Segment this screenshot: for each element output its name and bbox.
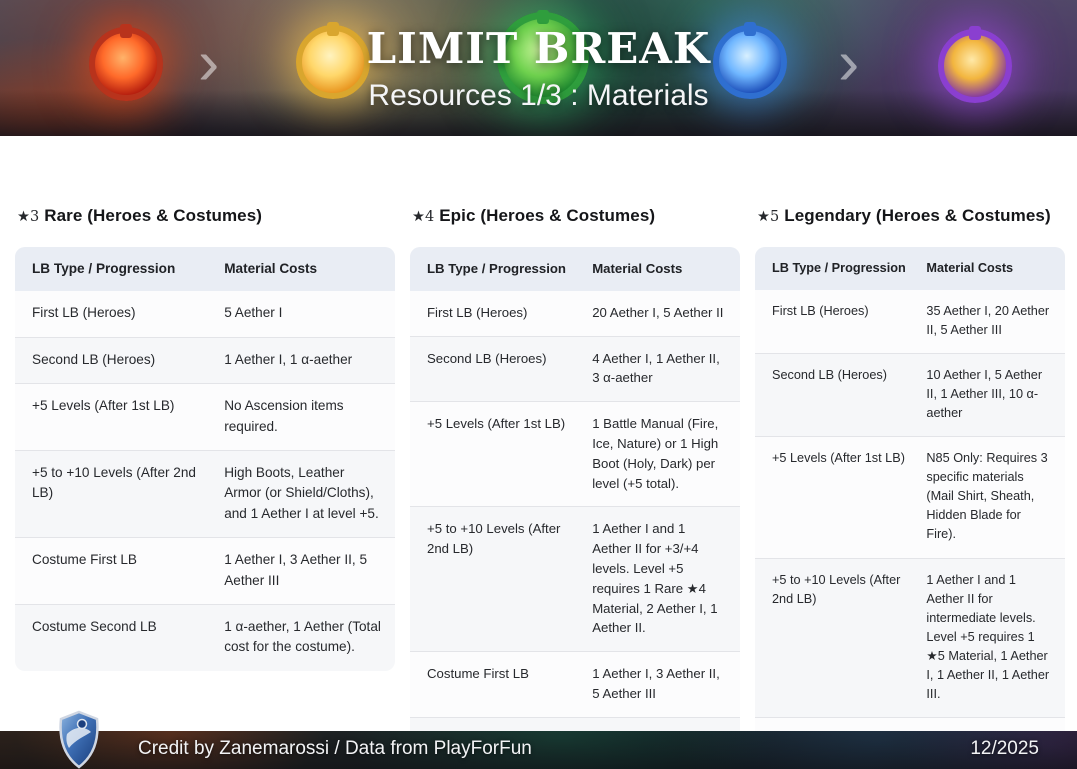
credit-text: Credit by Zanemarossi / Data from PlayFo… xyxy=(138,738,532,759)
table-row: +5 to +10 Levels (After 2nd LB) 1 Aether … xyxy=(755,557,1065,717)
material-cost-cell: High Boots, Leather Armor (or Shield/Clo… xyxy=(224,464,379,521)
material-cost-cell: N85 Only: Requires 3 specific materials … xyxy=(926,451,1048,542)
column-header-material-cost: Material Costs xyxy=(926,261,1014,275)
section-rare: ★3 Rare (Heroes & Costumes) LB Type / Pro… xyxy=(15,199,395,671)
table-row: First LB (Heroes) 35 Aether I, 20 Aether … xyxy=(755,290,1065,354)
table-row: +5 to +10 Levels (After 2nd LB) High Boot… xyxy=(15,449,395,538)
material-cost-cell: 1 Aether I and 1 Aether II for +3/+4 lev… xyxy=(592,521,718,636)
column-header-lb-type: LB Type / Progression xyxy=(32,261,176,276)
lb-type-cell: +5 Levels (After 1st LB) xyxy=(772,451,905,466)
lb-type-cell: +5 Levels (After 1st LB) xyxy=(32,398,175,414)
material-cost-cell: No Ascension items required. xyxy=(224,398,344,434)
nature-orb-icon xyxy=(497,10,589,104)
section-title: ★3 Rare (Heroes & Costumes) xyxy=(17,206,395,226)
material-cost-cell: 1 Aether I, 1 α-aether xyxy=(224,351,353,367)
lb-type-cell: First LB (Heroes) xyxy=(32,305,136,321)
table-row: First LB (Heroes) 5 Aether I xyxy=(15,291,395,337)
lb-type-cell: Second LB (Heroes) xyxy=(32,351,156,367)
footer-banner xyxy=(0,731,1077,769)
flask-neck xyxy=(744,22,756,36)
column-header-material-cost: Material Costs xyxy=(592,261,683,276)
page-subtitle: Resources 1/3 : Materials xyxy=(368,79,709,112)
table-row: +5 Levels (After 1st LB) N85 Only: Requir… xyxy=(755,436,1065,558)
section-epic: ★4 Epic (Heroes & Costumes) LB Type / Pro… xyxy=(410,199,740,769)
table-body: First LB (Heroes) 35 Aether I, 20 Aether … xyxy=(755,290,1065,769)
holy-orb-icon xyxy=(296,22,370,99)
lb-type-cell: +5 to +10 Levels (After 2nd LB) xyxy=(772,572,901,606)
materials-table: LB Type / Progression Material Costs Fir… xyxy=(410,247,740,769)
table-row: Second LB (Heroes) 1 Aether I, 1 α-aether xyxy=(15,336,395,384)
material-cost-cell: 20 Aether I, 5 Aether II xyxy=(592,304,724,320)
table-body: First LB (Heroes) 5 Aether I Second LB (He… xyxy=(15,291,395,671)
table-row: Second LB (Heroes) 10 Aether I, 5 Aether … xyxy=(755,353,1065,437)
material-cost-cell: 4 Aether I, 1 Aether II, 3 α-aether xyxy=(592,350,720,386)
lb-type-cell: +5 to +10 Levels (After 2nd LB) xyxy=(427,521,561,557)
column-header-material-cost: Material Costs xyxy=(224,261,318,276)
material-cost-cell: 1 Battle Manual (Fire, Ice, Nature) or 1… xyxy=(592,416,719,491)
section-title: ★4 Epic (Heroes & Costumes) xyxy=(412,206,740,226)
column-header-lb-type: LB Type / Progression xyxy=(772,261,906,275)
shield-seahorse-logo-icon xyxy=(59,710,99,769)
material-cost-cell: 1 Aether I and 1 Aether II for intermedi… xyxy=(926,572,1050,701)
flask-neck xyxy=(537,10,549,24)
lb-type-cell: Second LB (Heroes) xyxy=(772,368,887,383)
table-row: First LB (Heroes) 20 Aether I, 5 Aether I… xyxy=(410,290,740,336)
section-legendary: ★5 Legendary (Heroes & Costumes) LB Type … xyxy=(755,199,1065,769)
material-cost-cell: 1 α-aether, 1 Aether (Total cost for the… xyxy=(224,618,381,655)
table-header-row: LB Type / Progression Material Costs xyxy=(410,247,740,291)
table-row: +5 Levels (After 1st LB) No Ascension ite… xyxy=(15,383,395,450)
material-cost-cell: 35 Aether I, 20 Aether II, 5 Aether III xyxy=(926,304,1050,338)
table-row: +5 Levels (After 1st LB) 1 Battle Manual … xyxy=(410,401,740,507)
table-body: First LB (Heroes) 20 Aether I, 5 Aether I… xyxy=(410,290,740,769)
date-text: 12/2025 xyxy=(970,738,1039,759)
materials-table: LB Type / Progression Material Costs Fir… xyxy=(755,247,1065,769)
hero-banner: › › LIMIT BREAK Resources 1/3 : Material… xyxy=(0,0,1077,136)
flask-neck xyxy=(969,26,981,40)
section-title: ★5 Legendary (Heroes & Costumes) xyxy=(757,206,1065,226)
lb-type-cell: Costume First LB xyxy=(427,666,529,682)
dark-orb-icon xyxy=(938,26,1012,103)
lb-type-cell: Costume First LB xyxy=(32,552,137,568)
table-header-row: LB Type / Progression Material Costs xyxy=(15,247,395,292)
lb-type-cell: Costume Second LB xyxy=(32,618,157,634)
section-title-text: Rare (Heroes & Costumes) xyxy=(44,206,263,225)
flask-neck xyxy=(327,22,339,36)
chevron-right-icon: › xyxy=(198,26,220,98)
table-row: +5 to +10 Levels (After 2nd LB) 1 Aether … xyxy=(410,506,740,652)
flask-neck xyxy=(120,24,132,38)
chevron-right-icon: › xyxy=(838,26,860,98)
materials-table: LB Type / Progression Material Costs Fir… xyxy=(15,247,395,671)
table-row: Costume First LB 1 Aether I, 3 Aether II,… xyxy=(15,537,395,604)
column-header-lb-type: LB Type / Progression xyxy=(427,261,566,276)
section-title-text: Epic (Heroes & Costumes) xyxy=(439,206,656,225)
page-title: LIMIT BREAK xyxy=(366,24,711,73)
table-row: Second LB (Heroes) 4 Aether I, 1 Aether I… xyxy=(410,335,740,402)
table-row: Costume Second LB 1 α-aether, 1 Aether (T… xyxy=(15,603,395,671)
lb-type-cell: First LB (Heroes) xyxy=(427,304,528,320)
section-title-text: Legendary (Heroes & Costumes) xyxy=(784,206,1051,225)
lb-type-cell: +5 Levels (After 1st LB) xyxy=(427,416,566,432)
table-header-row: LB Type / Progression Material Costs xyxy=(755,247,1065,291)
lb-type-cell: +5 to +10 Levels (After 2nd LB) xyxy=(32,464,196,501)
table-row: Costume First LB 1 Aether I, 3 Aether II,… xyxy=(410,651,740,717)
material-cost-cell: 10 Aether I, 5 Aether II, 1 Aether III, … xyxy=(926,368,1043,421)
material-cost-cell: 1 Aether I, 3 Aether II, 5 Aether III xyxy=(592,666,720,701)
star-rating: ★4 xyxy=(412,209,435,225)
lb-type-cell: Second LB (Heroes) xyxy=(427,350,547,366)
ice-orb-icon xyxy=(713,22,787,99)
fire-orb-icon xyxy=(89,24,163,101)
star-rating: ★5 xyxy=(757,209,780,225)
material-cost-cell: 5 Aether I xyxy=(224,305,283,321)
star-rating: ★3 xyxy=(17,209,40,225)
material-cost-cell: 1 Aether I, 3 Aether II, 5 Aether III xyxy=(224,552,368,588)
lb-type-cell: First LB (Heroes) xyxy=(772,304,869,319)
